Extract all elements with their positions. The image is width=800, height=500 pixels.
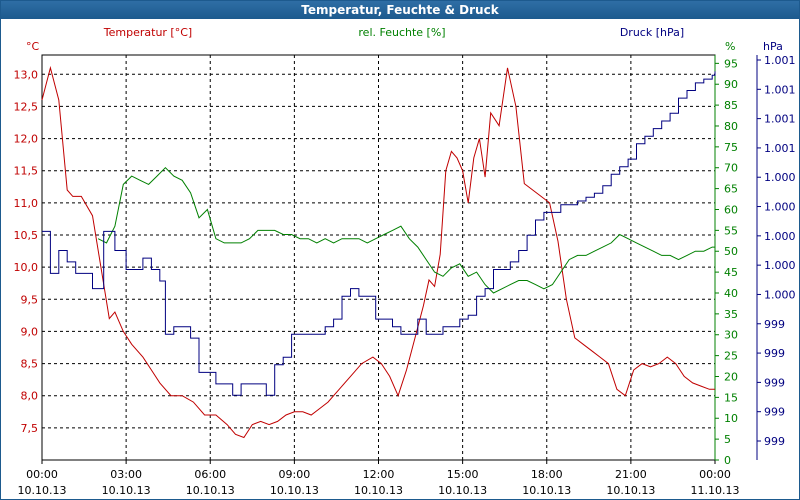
x-tick-label-time: 00:00 xyxy=(699,468,731,481)
x-tick-label-time: 15:00 xyxy=(447,468,479,481)
x-tick-label-time: 09:00 xyxy=(279,468,311,481)
x-tick-label-time: 00:00 xyxy=(26,468,58,481)
series-line-humidity xyxy=(97,166,715,294)
pressure-tick-label: 1.001 xyxy=(764,113,796,126)
x-tick-label-time: 21:00 xyxy=(615,468,647,481)
humidity-tick-label: 35 xyxy=(724,308,738,321)
temperature-tick-label: 8,0 xyxy=(21,390,39,403)
pressure-tick-label: 999 xyxy=(764,435,785,448)
x-tick-label-time: 06:00 xyxy=(194,468,226,481)
humidity-tick-label: 20 xyxy=(724,370,738,383)
pressure-tick-label: 1.000 xyxy=(764,230,796,243)
temperature-tick-label: 10,5 xyxy=(14,229,39,242)
legend-pressure: Druck [hPa] xyxy=(620,26,684,39)
x-tick-label-date: 10.10.13 xyxy=(438,484,487,497)
humidity-tick-label: 65 xyxy=(724,183,738,196)
humidity-tick-label: 10 xyxy=(724,412,738,425)
legend: Temperatur [°C] rel. Feuchte [%] Druck [… xyxy=(26,26,783,53)
pressure-tick-label: 1.001 xyxy=(764,142,796,155)
axes: 00:00 10.10.13 03:00 10.10.13 06:00 10.10.13 0… xyxy=(14,54,796,497)
series-group xyxy=(41,65,716,439)
x-tick-label-time: 03:00 xyxy=(110,468,142,481)
x-tick-label-date: 10.10.13 xyxy=(354,484,403,497)
pressure-tick-label: 999 xyxy=(764,376,785,389)
humidity-tick-label: 60 xyxy=(724,203,738,216)
x-tick-label-date: 11.10.13 xyxy=(691,484,740,497)
unit-humidity: % xyxy=(725,40,735,53)
pressure-tick-label: 1.001 xyxy=(764,54,796,67)
humidity-tick-label: 45 xyxy=(724,266,738,279)
temperature-tick-label: 12,0 xyxy=(14,133,39,146)
series-line-pressure xyxy=(42,71,716,396)
legend-temperature: Temperatur [°C] xyxy=(103,26,192,39)
x-tick-label-date: 10.10.13 xyxy=(186,484,235,497)
humidity-tick-label: 80 xyxy=(724,120,738,133)
humidity-tick-label: 55 xyxy=(724,224,738,237)
pressure-tick-label: 999 xyxy=(764,406,785,419)
temperature-tick-label: 11,5 xyxy=(14,165,39,178)
pressure-tick-label: 999 xyxy=(764,347,785,360)
temperature-tick-label: 7,5 xyxy=(21,422,39,435)
humidity-tick-label: 75 xyxy=(724,141,738,154)
temperature-tick-label: 9,0 xyxy=(21,325,39,338)
humidity-tick-label: 95 xyxy=(724,57,738,70)
pressure-tick-label: 1.000 xyxy=(764,201,796,214)
x-tick-label-date: 10.10.13 xyxy=(522,484,571,497)
pressure-tick-label: 1.000 xyxy=(764,171,796,184)
x-tick-label-time: 18:00 xyxy=(531,468,563,481)
temperature-tick-label: 9,5 xyxy=(21,293,39,306)
humidity-tick-label: 90 xyxy=(724,78,738,91)
grid xyxy=(41,54,716,461)
temperature-tick-label: 11,0 xyxy=(14,197,39,210)
humidity-tick-label: 30 xyxy=(724,329,738,342)
series-line-temperature xyxy=(41,65,715,439)
pressure-tick-label: 1.001 xyxy=(764,83,796,96)
pressure-tick-label: 999 xyxy=(764,318,785,331)
x-tick-label-date: 10.10.13 xyxy=(270,484,319,497)
humidity-tick-label: 5 xyxy=(724,433,731,446)
humidity-tick-label: 25 xyxy=(724,350,738,363)
chart-title: Temperatur, Feuchte & Druck xyxy=(1,1,799,19)
unit-pressure: hPa xyxy=(763,40,783,53)
x-tick-label-time: 12:00 xyxy=(363,468,395,481)
pressure-tick-label: 1.000 xyxy=(764,288,796,301)
humidity-tick-label: 40 xyxy=(724,287,738,300)
humidity-tick-label: 15 xyxy=(724,391,738,404)
pressure-tick-label: 1.000 xyxy=(764,259,796,272)
x-tick-label-date: 10.10.13 xyxy=(102,484,151,497)
humidity-tick-label: 50 xyxy=(724,245,738,258)
unit-temperature: °C xyxy=(26,40,40,53)
humidity-tick-label: 85 xyxy=(724,99,738,112)
x-tick-label-date: 10.10.13 xyxy=(606,484,655,497)
temperature-tick-label: 10,0 xyxy=(14,261,39,274)
temperature-tick-label: 8,5 xyxy=(21,358,39,371)
temperature-tick-label: 12,5 xyxy=(14,100,39,113)
legend-humidity: rel. Feuchte [%] xyxy=(358,26,445,39)
x-tick-label-date: 10.10.13 xyxy=(18,484,67,497)
temperature-tick-label: 13,0 xyxy=(14,68,39,81)
humidity-tick-label: 0 xyxy=(724,454,731,467)
humidity-tick-label: 70 xyxy=(724,162,738,175)
